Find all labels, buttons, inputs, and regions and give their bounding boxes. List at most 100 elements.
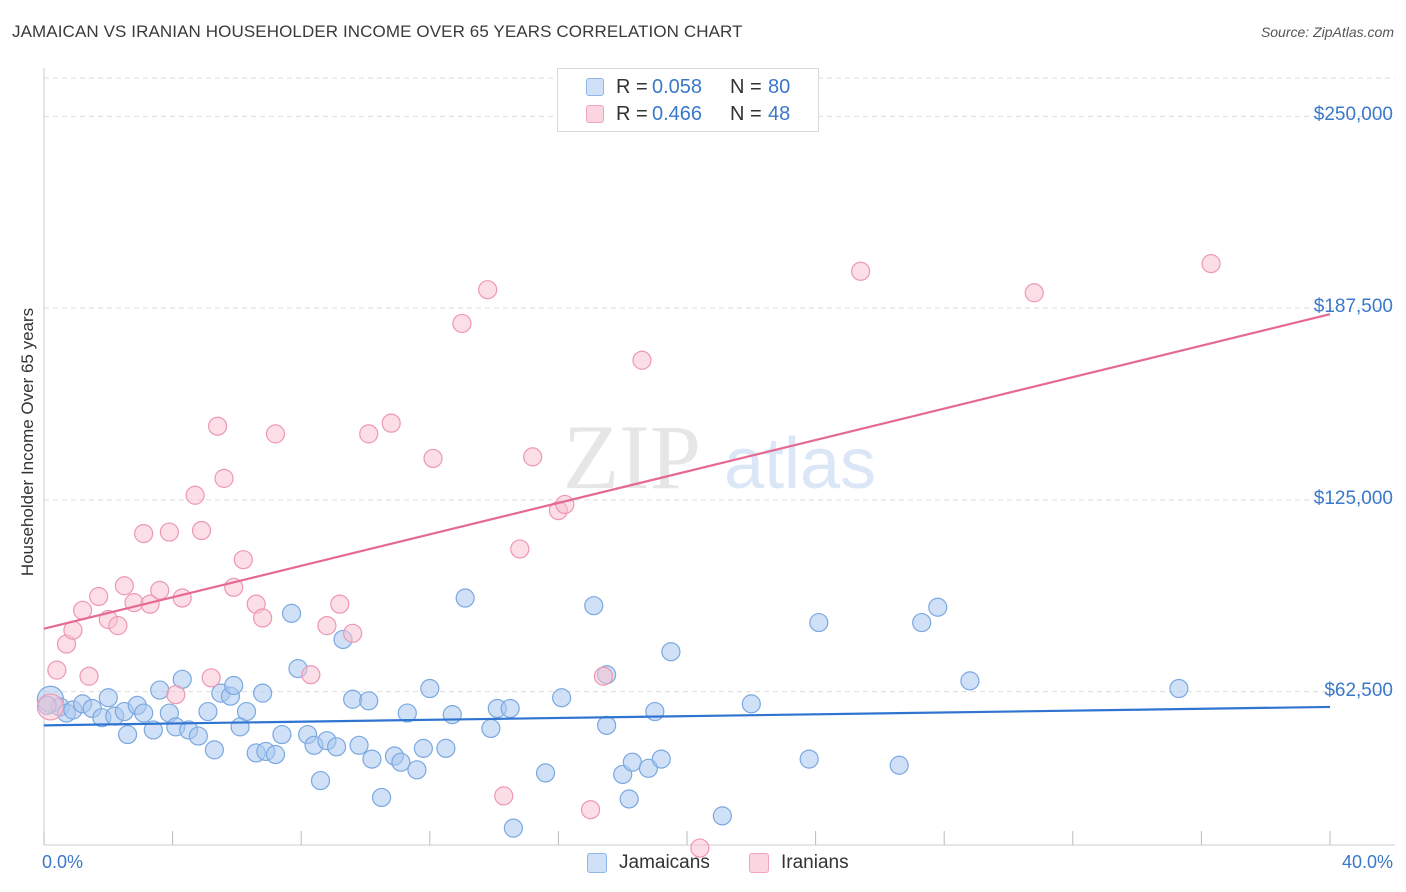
n-value: 80 [768, 75, 791, 98]
data-point [580, 800, 601, 820]
data-point [359, 691, 379, 711]
data-point [79, 666, 99, 686]
legend-label: Jamaicans [619, 852, 710, 873]
data-point [204, 740, 224, 760]
n-value: 48 [768, 102, 791, 125]
legend-label: Iranians [781, 852, 849, 873]
data-point [326, 737, 347, 757]
data-point [359, 424, 379, 444]
data-point [494, 786, 514, 806]
data-point [809, 612, 829, 633]
data-point [593, 666, 614, 686]
data-point [423, 448, 443, 469]
data-point [343, 623, 363, 643]
source-note: Source: ZipAtlas.com [1260, 24, 1394, 40]
data-point [381, 413, 401, 433]
r-value: 0.466 [652, 102, 703, 125]
data-point [150, 580, 170, 600]
y-axis-label: Householder Income Over 65 years [18, 307, 37, 577]
data-point [555, 494, 575, 515]
data-point [47, 660, 67, 680]
data-point [912, 612, 932, 633]
data-point [233, 550, 253, 570]
data-point [253, 683, 273, 703]
x-tick-label-max: 40.0% [1341, 852, 1393, 872]
data-point [645, 701, 665, 722]
data-point [265, 744, 286, 765]
data-point [1201, 254, 1221, 274]
watermark-zip: ZIP [563, 406, 701, 508]
jamaicans-legend-swatch [587, 853, 607, 873]
chart-title: JAMAICAN VS IRANIAN HOUSEHOLDER INCOME O… [12, 22, 743, 41]
x-tick-label-min: 0.0% [42, 852, 84, 872]
data-point [651, 749, 671, 769]
data-point [552, 688, 572, 708]
data-point [960, 671, 980, 691]
data-point [584, 596, 604, 616]
data-point [253, 608, 273, 628]
data-point [89, 586, 109, 607]
data-point [134, 523, 154, 544]
data-point [114, 576, 134, 596]
data-point [301, 665, 321, 685]
data-point [928, 597, 948, 617]
legend-item-iranians[interactable]: Iranians [749, 852, 849, 874]
data-point [72, 600, 93, 620]
data-point [317, 616, 337, 636]
data-point [442, 705, 462, 725]
r-label: R = [616, 75, 648, 98]
data-point [535, 763, 556, 783]
data-point [236, 701, 257, 722]
data-point [1169, 678, 1189, 699]
data-point [208, 416, 228, 436]
data-point [632, 350, 652, 370]
data-point [185, 485, 205, 505]
data-point [143, 720, 163, 740]
data-point [265, 424, 286, 444]
data-point [108, 616, 128, 636]
data-point [214, 468, 234, 488]
iranians-legend-swatch [749, 853, 769, 873]
data-point [310, 770, 331, 791]
points-layer [36, 254, 1221, 858]
data-point [889, 755, 909, 775]
data-point [597, 715, 617, 735]
data-point [500, 698, 520, 719]
data-point [349, 735, 369, 755]
data-point [36, 693, 65, 721]
data-point [452, 313, 472, 334]
stats-row-iranians: R = 0.466 N = 48 [586, 102, 790, 126]
series-jamaicans [36, 588, 1189, 838]
data-point [799, 749, 819, 769]
data-point [503, 818, 523, 838]
data-point [362, 749, 382, 769]
data-point [478, 280, 498, 300]
trend-layer [43, 313, 1331, 727]
y-tick-label: $187,500 [1313, 296, 1393, 318]
data-point [198, 701, 218, 722]
data-point [272, 724, 292, 745]
data-point [166, 685, 186, 705]
iranians-swatch [586, 105, 604, 123]
data-point [224, 675, 244, 696]
data-point [420, 678, 440, 699]
data-point [98, 688, 118, 708]
legend-item-jamaicans[interactable]: Jamaicans [587, 852, 710, 874]
y-tick-label: $250,000 [1313, 104, 1393, 126]
data-point [343, 689, 363, 709]
data-point [619, 789, 639, 809]
r-label: R = [616, 102, 648, 125]
data-point [117, 724, 138, 745]
data-point [201, 668, 221, 688]
data-point [510, 539, 530, 559]
data-point [172, 588, 192, 608]
y-tick-label: $125,000 [1313, 487, 1393, 509]
data-point [1024, 283, 1044, 303]
data-point [436, 738, 456, 758]
data-point [413, 738, 433, 758]
jamaicans-swatch [586, 78, 604, 96]
stats-row-jamaicans: R = 0.058 N = 80 [586, 75, 790, 99]
y-tick-label: $62,500 [1324, 679, 1393, 701]
r-value: 0.058 [652, 75, 703, 98]
